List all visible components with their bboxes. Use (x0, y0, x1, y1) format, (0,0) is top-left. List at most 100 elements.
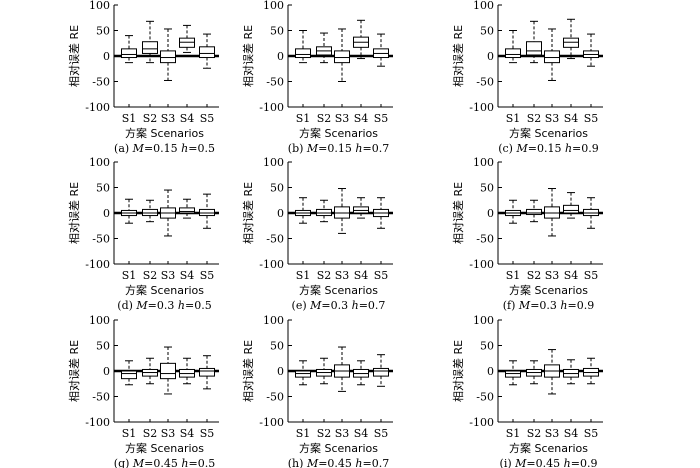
y-axis-title: 相对误差 RE (67, 340, 81, 402)
x-tick-label: S1 (506, 427, 521, 440)
iqr-box (316, 208, 332, 217)
y-tick-label: 100 (263, 314, 284, 327)
box-S2 (142, 20, 158, 64)
box-S1 (121, 198, 137, 224)
y-tick-label: -100 (85, 101, 110, 114)
x-tick-label: S4 (180, 112, 195, 125)
box-S1 (505, 30, 521, 64)
iqr-box (160, 362, 176, 380)
x-tick-label: S4 (180, 269, 195, 282)
x-tick-label: S3 (161, 112, 176, 125)
x-tick-label: S2 (527, 269, 542, 282)
box-S2 (316, 199, 332, 223)
x-tick-label: S3 (335, 269, 350, 282)
x-axis-title: 方案 Scenarios (125, 441, 204, 455)
y-axis-title: 相对误差 RE (451, 340, 465, 402)
x-tick-label: S4 (564, 112, 579, 125)
panel-i: -100 -50 0 50 100 S1 S2 S3 S4 S5 相对误差 RE 方案 Scenari… (451, 314, 603, 468)
box-S4 (179, 357, 195, 385)
x-tick-label: S1 (122, 269, 137, 282)
panel-caption: (g) M=0.45 h=0.5 (114, 457, 215, 468)
x-tick-label: S4 (354, 269, 369, 282)
box-S5 (373, 197, 389, 229)
iqr-box (526, 208, 542, 216)
x-tick-label: S5 (584, 427, 599, 440)
y-tick-label: 100 (263, 0, 284, 12)
x-axis-title: 方案 Scenarios (509, 441, 588, 455)
iqr-box (199, 367, 215, 377)
y-tick-label: 100 (89, 0, 110, 12)
x-axis-title: 方案 Scenarios (509, 283, 588, 297)
box-S3 (544, 349, 560, 395)
y-tick-label: 100 (89, 314, 110, 327)
y-tick-label: -50 (266, 76, 284, 89)
box-S3 (334, 188, 350, 234)
y-tick-label: 50 (480, 182, 494, 195)
y-tick-label: -100 (469, 101, 494, 114)
iqr-box (334, 206, 350, 219)
box-S4 (179, 198, 195, 219)
y-axis-title: 相对误差 RE (241, 182, 255, 244)
y-tick-label: 0 (487, 50, 494, 63)
x-tick-label: S1 (296, 427, 311, 440)
panel-a: -100 -50 0 50 100 S1 S2 S3 S4 S5 相对误差 RE 方案 Scenari… (67, 0, 219, 155)
x-tick-label: S1 (122, 112, 137, 125)
box-S5 (583, 197, 599, 229)
y-tick-label: 50 (480, 25, 494, 38)
box-S2 (316, 357, 332, 385)
x-tick-label: S5 (584, 112, 599, 125)
x-tick-label: S5 (200, 427, 215, 440)
y-tick-label: -100 (85, 258, 110, 271)
iqr-box (563, 37, 579, 48)
y-tick-label: -50 (92, 233, 110, 246)
box-S4 (563, 18, 579, 60)
y-tick-label: 100 (473, 0, 494, 12)
y-tick-label: 50 (270, 25, 284, 38)
x-tick-label: S1 (506, 269, 521, 282)
x-tick-label: S5 (374, 269, 389, 282)
y-tick-label: -100 (85, 416, 110, 429)
iqr-box (121, 370, 137, 380)
iqr-box (121, 48, 137, 59)
y-tick-label: 0 (277, 207, 284, 220)
y-tick-label: 0 (277, 50, 284, 63)
panel-b: -100 -50 0 50 100 S1 S2 S3 S4 S5 相对误差 RE 方案 Scenari… (241, 0, 393, 155)
y-tick-label: 50 (270, 182, 284, 195)
box-S1 (121, 360, 137, 386)
box-S2 (142, 357, 158, 385)
x-tick-label: S4 (354, 427, 369, 440)
x-tick-label: S1 (506, 112, 521, 125)
y-tick-label: 0 (103, 365, 110, 378)
box-S4 (353, 19, 369, 60)
box-S3 (160, 189, 176, 237)
x-tick-label: S3 (545, 269, 560, 282)
y-tick-label: 0 (103, 207, 110, 220)
box-S5 (583, 33, 599, 67)
box-S4 (353, 197, 369, 219)
x-tick-label: S2 (143, 112, 158, 125)
y-tick-label: -100 (259, 101, 284, 114)
iqr-box (583, 208, 599, 217)
y-axis-title: 相对误差 RE (67, 25, 81, 87)
y-tick-label: -100 (469, 258, 494, 271)
panel-caption: (c) M=0.15 h=0.9 (498, 142, 599, 155)
x-tick-label: S5 (374, 112, 389, 125)
box-S1 (505, 199, 521, 224)
iqr-box (199, 46, 215, 59)
y-tick-label: 100 (89, 156, 110, 169)
y-tick-label: 0 (103, 50, 110, 63)
y-tick-label: 50 (96, 182, 110, 195)
y-axis-title: 相对误差 RE (451, 25, 465, 87)
y-tick-label: -50 (476, 76, 494, 89)
panel-f: -100 -50 0 50 100 S1 S2 S3 S4 S5 相对误差 RE 方案 Scenari… (451, 156, 603, 312)
y-tick-label: 50 (480, 340, 494, 353)
iqr-box (505, 370, 521, 378)
iqr-box (142, 208, 158, 217)
y-tick-label: 0 (277, 365, 284, 378)
iqr-box (179, 207, 195, 214)
iqr-box (160, 50, 176, 64)
box-S4 (179, 24, 195, 53)
y-tick-label: -100 (259, 258, 284, 271)
box-S4 (353, 360, 369, 386)
iqr-box (179, 37, 195, 48)
